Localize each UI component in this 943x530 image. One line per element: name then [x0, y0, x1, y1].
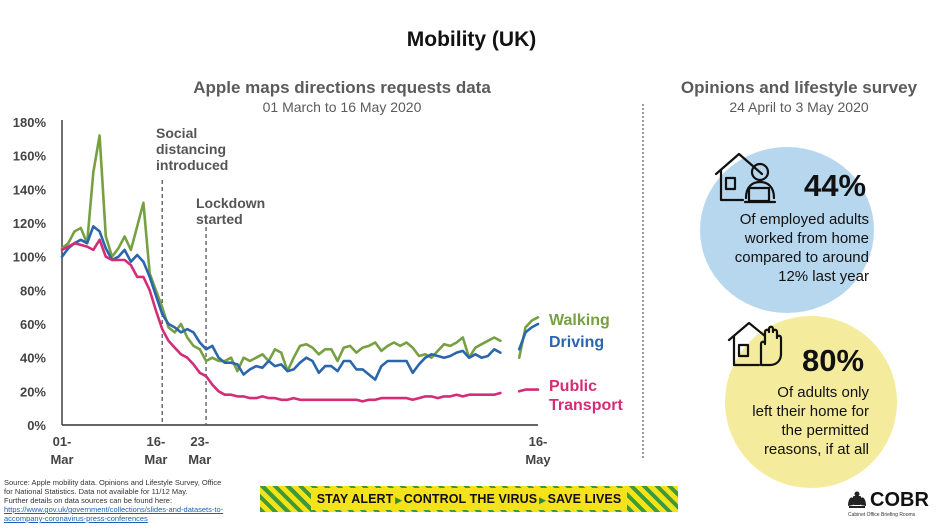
stay-alert-banner: STAY ALERT ▸ CONTROL THE VIRUS ▸ SAVE LI… — [260, 486, 678, 512]
x-tick-label: 16- — [529, 434, 548, 449]
annotation-label: started — [196, 211, 243, 227]
x-tick-label: Mar — [144, 452, 167, 467]
series-label: Driving — [549, 334, 604, 351]
y-tick-label: 160% — [13, 149, 47, 164]
stat-percent-work-from-home: 44% — [804, 168, 867, 203]
annotation-label: Social — [156, 125, 197, 141]
panel-divider — [642, 104, 644, 458]
stat-circle-left-home — [725, 316, 897, 488]
series-label: Transport — [549, 397, 623, 414]
x-tick-label: 16- — [147, 434, 166, 449]
annotation-label: Lockdown — [196, 195, 265, 211]
x-tick-label: May — [525, 452, 551, 467]
house-laptop-icon — [714, 152, 777, 204]
mobility-line-chart: 0% 20% 40% 60% 80% 100% 120% 140% 160% 180% 01- Mar… — [13, 115, 624, 467]
y-tick-label: 180% — [13, 115, 47, 130]
series-line-driving — [517, 322, 540, 351]
y-tick-label: 80% — [20, 283, 46, 298]
royal-crest-icon — [848, 491, 866, 508]
chevron-right-icon: ▸ — [395, 492, 402, 507]
chart-date-range: 01 March to 16 May 2020 — [262, 99, 422, 115]
cobr-logo: COBR Cabinet Office Briefing Rooms — [848, 489, 929, 518]
y-tick-label: 100% — [13, 250, 47, 265]
y-tick-label: 140% — [13, 182, 47, 197]
source-note: Source: Apple mobility data. Opinions an… — [4, 478, 254, 523]
series-label: Walking — [549, 312, 610, 329]
chart-heading: Apple maps directions requests data — [193, 78, 491, 97]
survey-heading: Opinions and lifestyle survey — [680, 78, 918, 97]
stat-text-left-home: Of adults only left their home for the p… — [752, 384, 869, 458]
y-tick-label: 20% — [20, 384, 46, 399]
house-hand-icon — [727, 321, 783, 367]
y-tick-label: 40% — [20, 351, 46, 366]
page-title: Mobility (UK) — [406, 28, 537, 51]
series-label: Public — [549, 378, 597, 395]
stat-percent-left-home: 80% — [802, 343, 865, 378]
chevron-right-icon: ▸ — [539, 492, 546, 507]
y-tick-label: 60% — [20, 317, 46, 332]
annotation-label: introduced — [156, 157, 228, 173]
banner-text: STAY ALERT ▸ CONTROL THE VIRUS ▸ SAVE LI… — [310, 488, 628, 510]
series-line-walking — [517, 315, 540, 360]
stat-text-work-from-home: Of employed adults worked from home comp… — [734, 211, 869, 285]
annotation-label: distancing — [156, 141, 226, 157]
series-line-driving — [60, 225, 502, 381]
y-tick-label: 120% — [13, 216, 47, 231]
stat-circle-work-from-home — [700, 147, 874, 313]
series-line-public-transport — [517, 388, 540, 393]
survey-date-range: 24 April to 3 May 2020 — [729, 99, 869, 115]
x-tick-label: 01- — [53, 434, 72, 449]
series-line-public-transport — [60, 238, 502, 403]
x-tick-label: Mar — [188, 452, 211, 467]
source-link[interactable]: https://www.gov.uk/government/collection… — [4, 505, 224, 523]
y-tick-label: 0% — [27, 418, 46, 433]
x-tick-label: Mar — [50, 452, 73, 467]
x-tick-label: 23- — [190, 434, 209, 449]
